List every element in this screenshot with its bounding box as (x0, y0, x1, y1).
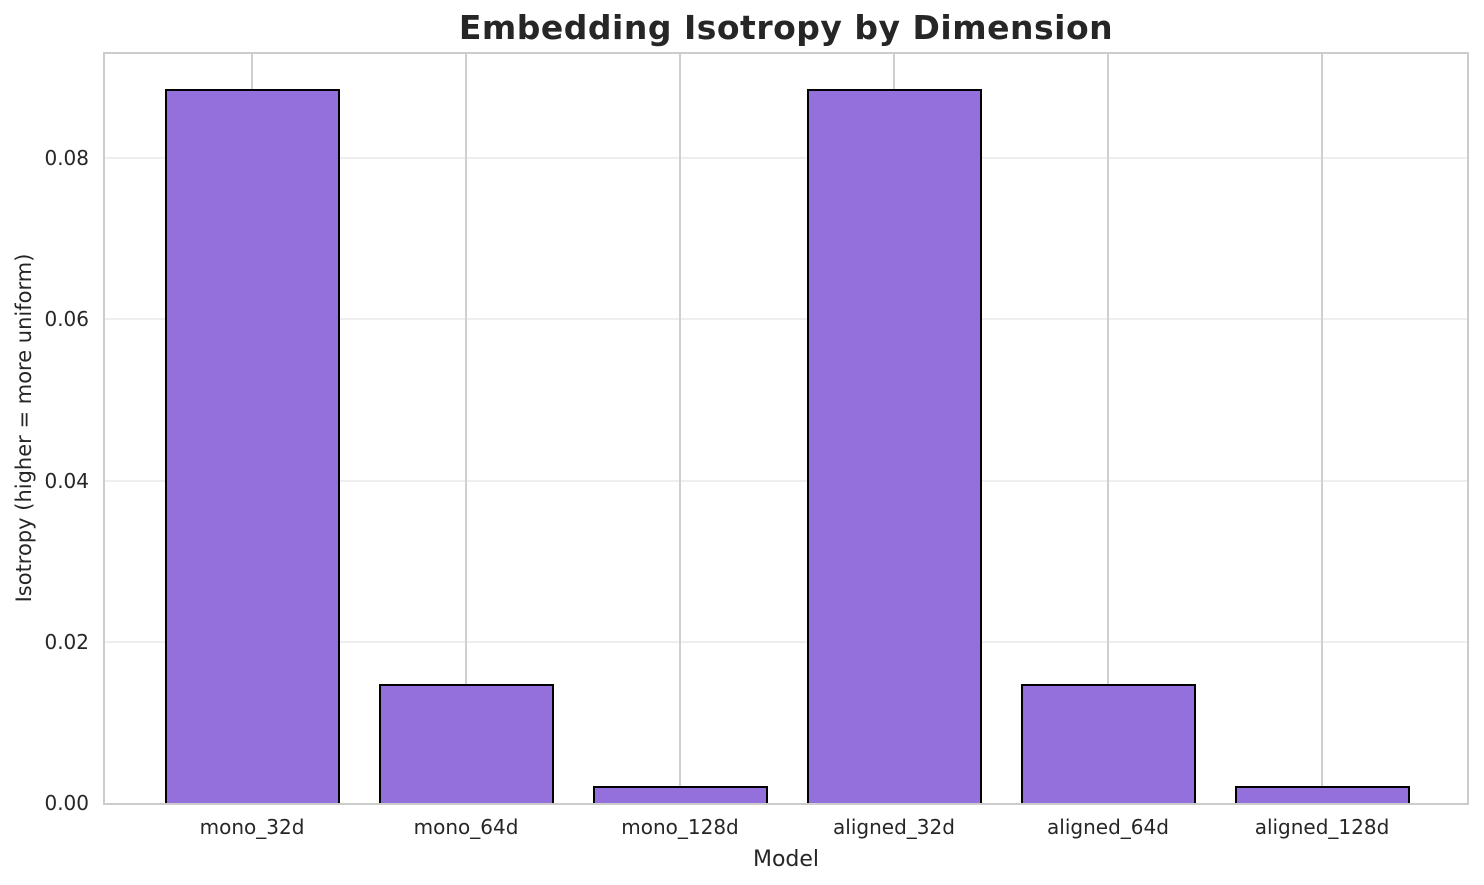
x-axis-label: Model (752, 847, 820, 872)
h-gridline (105, 640, 1467, 643)
y-tick-label: 0.08 (44, 146, 89, 170)
bar-mono_32d (164, 89, 340, 803)
plot-area (103, 52, 1469, 805)
v-gridline (465, 54, 467, 803)
chart-title: Embedding Isotropy by Dimension (458, 8, 1114, 47)
h-gridline (105, 318, 1467, 321)
x-tick-label: mono_128d (621, 815, 739, 839)
v-gridline (679, 54, 681, 803)
y-tick-label: 0.00 (44, 791, 89, 815)
x-tick-label: aligned_64d (1047, 815, 1169, 839)
x-tick-label: aligned_128d (1254, 815, 1390, 839)
bar-aligned_32d (806, 89, 982, 803)
x-tick-label: aligned_32d (833, 815, 955, 839)
y-tick-label: 0.04 (44, 468, 89, 493)
v-gridline (1107, 54, 1109, 803)
y-tick-label: 0.06 (44, 307, 89, 332)
x-tick-label: mono_64d (413, 815, 519, 839)
bar-aligned_64d (1020, 684, 1196, 803)
h-gridline (105, 157, 1467, 159)
bar-mono_128d (592, 786, 768, 803)
bar-mono_64d (378, 684, 554, 803)
h-gridline (105, 479, 1467, 482)
bar-aligned_128d (1234, 786, 1410, 803)
x-tick-label: mono_32d (199, 815, 305, 839)
y-tick-label: 0.02 (44, 629, 89, 654)
v-gridline (1321, 54, 1323, 803)
